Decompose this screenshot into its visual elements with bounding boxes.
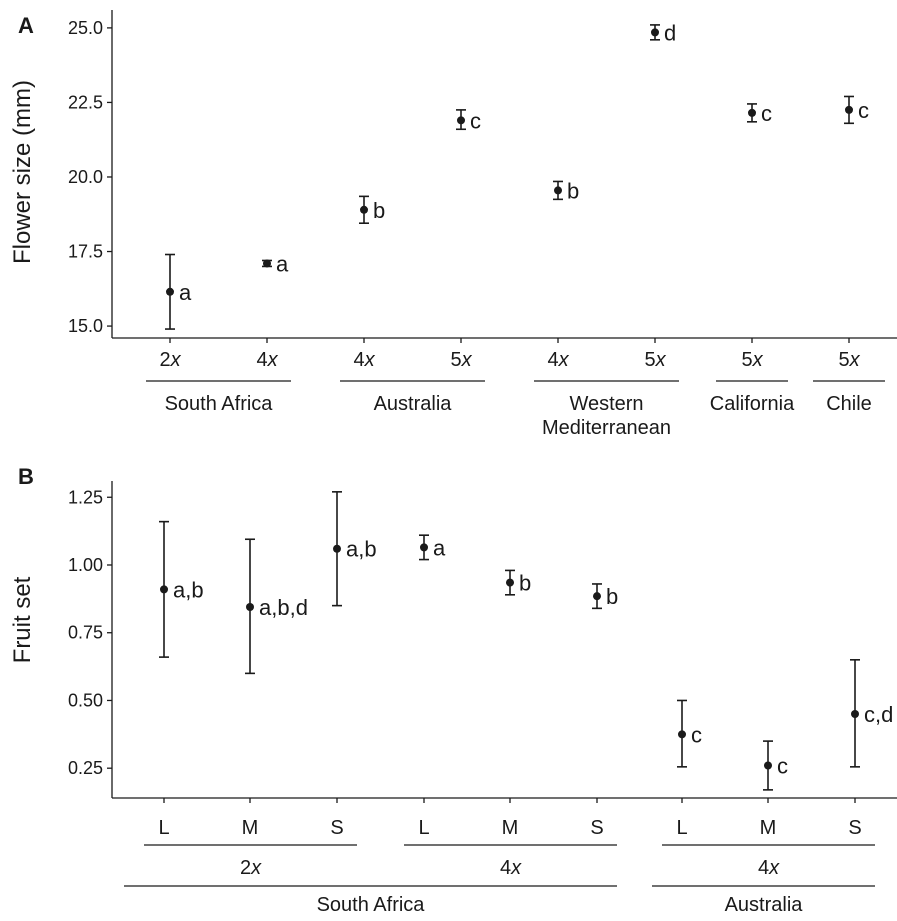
group-label: Mediterranean — [542, 417, 671, 439]
group-label: South Africa — [165, 393, 274, 415]
x-category-label: 4x — [353, 349, 375, 371]
significance-label: c,d — [864, 702, 893, 727]
x-category-label: S — [330, 817, 343, 839]
x-category-label: 5x — [741, 349, 763, 371]
significance-label: c — [858, 98, 869, 123]
panel-b-y-axis-title: Fruit set — [9, 576, 36, 663]
group-label: California — [710, 393, 795, 415]
y-tick-label: 0.25 — [68, 758, 103, 778]
y-tick-label: 25.0 — [68, 18, 103, 38]
x-category-label: S — [848, 817, 861, 839]
x-category-label: 5x — [450, 349, 472, 371]
data-point — [748, 108, 756, 117]
y-tick-label: 0.50 — [68, 690, 103, 710]
group-label: Chile — [826, 393, 872, 415]
y-tick-label: 20.0 — [68, 167, 103, 187]
group-label: South Africa — [317, 894, 426, 916]
x-category-label: M — [760, 817, 777, 839]
significance-label: a — [276, 251, 289, 276]
data-point — [457, 116, 465, 125]
y-tick-label: 17.5 — [68, 242, 103, 262]
y-tick-label: 1.25 — [68, 487, 103, 507]
significance-label: a,b,d — [259, 595, 308, 620]
panel-b: B Fruit set 0.25 0.50 0.75 1.00 1.25 a,b La,b,… — [9, 464, 897, 916]
panel-a-letter: A — [18, 13, 34, 38]
data-point — [263, 259, 271, 268]
y-tick-label: 1.00 — [68, 555, 103, 575]
significance-label: a — [179, 280, 192, 305]
significance-label: c — [470, 108, 481, 133]
data-point — [160, 585, 168, 594]
x-category-label: M — [502, 817, 519, 839]
significance-label: b — [373, 198, 385, 223]
x-category-label: 5x — [644, 349, 666, 371]
panel-b-letter: B — [18, 464, 34, 489]
subgroup-label: 4x — [758, 857, 780, 879]
x-category-label: 4x — [547, 349, 569, 371]
significance-label: d — [664, 20, 676, 45]
data-point — [554, 186, 562, 195]
subgroup-label: 2x — [240, 857, 262, 879]
data-point — [593, 592, 601, 601]
significance-label: b — [606, 584, 618, 609]
significance-label: a,b — [173, 577, 204, 602]
group-label: Australia — [725, 894, 804, 916]
x-category-label: L — [418, 817, 429, 839]
y-tick-label: 22.5 — [68, 92, 103, 112]
data-point — [678, 730, 686, 739]
significance-label: b — [519, 571, 531, 596]
panel-a-y-axis-title: Flower size (mm) — [9, 80, 36, 264]
group-label: Australia — [374, 393, 453, 415]
significance-label: c — [777, 753, 788, 778]
data-point — [506, 578, 514, 587]
data-point — [166, 287, 174, 296]
significance-label: b — [567, 178, 579, 203]
x-category-label: 2x — [159, 349, 181, 371]
significance-label: c — [691, 722, 702, 747]
x-category-label: M — [242, 817, 259, 839]
data-point — [851, 710, 859, 719]
y-tick-label: 0.75 — [68, 623, 103, 643]
data-point — [360, 205, 368, 214]
y-tick-label: 15.0 — [68, 316, 103, 336]
x-category-label: 5x — [838, 349, 860, 371]
data-point — [651, 28, 659, 37]
significance-label: a,b — [346, 537, 377, 562]
significance-label: a — [433, 535, 446, 560]
data-point — [420, 543, 428, 552]
data-point — [246, 602, 254, 611]
x-category-label: S — [590, 817, 603, 839]
panel-a: A Flower size (mm) 15.0 17.5 20.0 22.5 25.0 a… — [9, 10, 897, 439]
data-point — [764, 761, 772, 770]
group-label: Western — [569, 393, 643, 415]
subgroup-label: 4x — [500, 857, 522, 879]
data-point — [845, 105, 853, 114]
x-category-label: L — [158, 817, 169, 839]
x-category-label: L — [676, 817, 687, 839]
data-point — [333, 544, 341, 553]
x-category-label: 4x — [256, 349, 278, 371]
significance-label: c — [761, 101, 772, 126]
